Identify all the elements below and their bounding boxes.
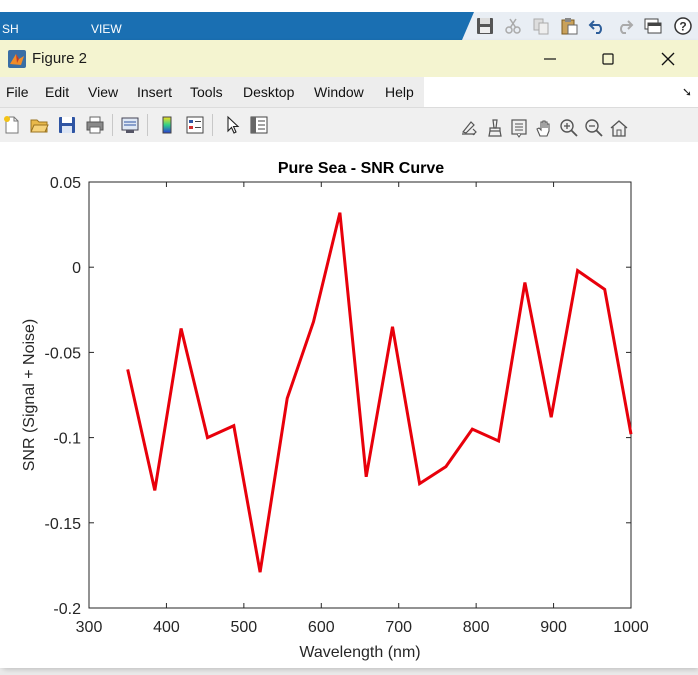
y-axis-label: SNR (Signal + Noise) <box>21 319 38 472</box>
switch-windows-icon[interactable] <box>644 17 662 35</box>
link-plot-icon[interactable] <box>119 114 141 136</box>
y-tick-label: -0.15 <box>45 516 82 533</box>
maximize-button[interactable] <box>579 40 637 77</box>
maximize-icon <box>602 52 614 65</box>
quick-access-toolbar: ? <box>462 12 698 40</box>
menu-window[interactable]: Window <box>314 84 364 100</box>
x-tick-label: 400 <box>153 619 180 636</box>
x-tick-label: 900 <box>540 619 567 636</box>
zoom-in-icon[interactable] <box>558 117 580 139</box>
minimize-button[interactable] <box>521 40 579 77</box>
menu-strip <box>0 77 424 107</box>
ribbon-tab-view[interactable]: VIEW <box>91 22 122 36</box>
x-tick-label: 500 <box>231 619 258 636</box>
axes[interactable]: 300 400 500 600 700 800 900 1000 0.05 0 -0.05 -0.1 -… <box>45 175 649 636</box>
zoom-out-icon[interactable] <box>583 117 605 139</box>
x-tick-label: 800 <box>463 619 490 636</box>
copy-icon[interactable] <box>532 17 550 35</box>
property-inspector-icon[interactable] <box>248 114 270 136</box>
snr-series-line <box>126 212 633 573</box>
y-tick-label: -0.2 <box>53 601 81 618</box>
x-axis-label: Wavelength (nm) <box>299 644 420 661</box>
menu-tools[interactable]: Tools <box>190 84 223 100</box>
window-title-bar[interactable]: Figure 2 <box>0 40 698 77</box>
figure-toolbar <box>0 107 698 143</box>
print-icon[interactable] <box>84 114 106 136</box>
plot-area-box <box>88 181 632 609</box>
help-icon[interactable]: ? <box>674 17 692 35</box>
save-figure-icon[interactable] <box>56 114 78 136</box>
insert-colorbar-icon[interactable] <box>156 114 178 136</box>
menu-help[interactable]: Help <box>385 84 414 100</box>
home-icon[interactable] <box>608 117 630 139</box>
redo-icon[interactable] <box>616 17 634 35</box>
insert-legend-icon[interactable] <box>184 114 206 136</box>
export-icon[interactable] <box>458 117 480 139</box>
ribbon-tab-publish[interactable]: SH <box>2 22 19 36</box>
data-tips-icon[interactable] <box>508 117 530 139</box>
toolbar-separator <box>112 114 113 136</box>
paste-icon[interactable] <box>560 17 578 35</box>
y-tick-label: -0.1 <box>53 431 81 448</box>
close-icon <box>661 52 675 65</box>
x-tick-label: 700 <box>385 619 412 636</box>
pan-icon[interactable] <box>533 117 555 139</box>
menu-file[interactable]: File <box>6 84 29 100</box>
menu-view[interactable]: View <box>88 84 119 100</box>
y-tick-label: 0 <box>72 260 81 277</box>
toolbar-separator <box>147 114 148 136</box>
menu-desktop[interactable]: Desktop <box>243 84 295 100</box>
close-button[interactable] <box>639 40 697 77</box>
svg-text:?: ? <box>679 20 686 34</box>
new-figure-icon[interactable] <box>1 114 23 136</box>
x-tick-label: 600 <box>308 619 335 636</box>
edit-plot-icon[interactable] <box>222 114 244 136</box>
menu-insert[interactable]: Insert <box>137 84 173 100</box>
window-title: Figure 2 <box>32 50 88 67</box>
toolbar-separator <box>212 114 213 136</box>
cut-icon[interactable] <box>504 17 522 35</box>
y-tick-label: -0.05 <box>45 345 82 362</box>
x-tick-label: 300 <box>76 619 103 636</box>
brush-icon[interactable] <box>483 117 505 139</box>
matlab-logo-icon <box>8 50 26 68</box>
open-file-icon[interactable] <box>28 114 50 136</box>
minimize-icon <box>544 57 556 60</box>
matlab-ribbon: SH VIEW ? <box>0 0 698 40</box>
chart-title: Pure Sea - SNR Curve <box>278 160 444 177</box>
undo-icon[interactable] <box>588 17 606 35</box>
x-tick-label: 1000 <box>613 619 649 636</box>
save-icon[interactable] <box>476 17 494 35</box>
y-tick-label: 0.05 <box>50 175 81 192</box>
menu-bar: File Edit View Insert Tools Desktop Wind… <box>0 77 698 107</box>
menu-edit[interactable]: Edit <box>45 84 70 100</box>
dock-figure-icon[interactable]: ➘ <box>681 85 692 99</box>
